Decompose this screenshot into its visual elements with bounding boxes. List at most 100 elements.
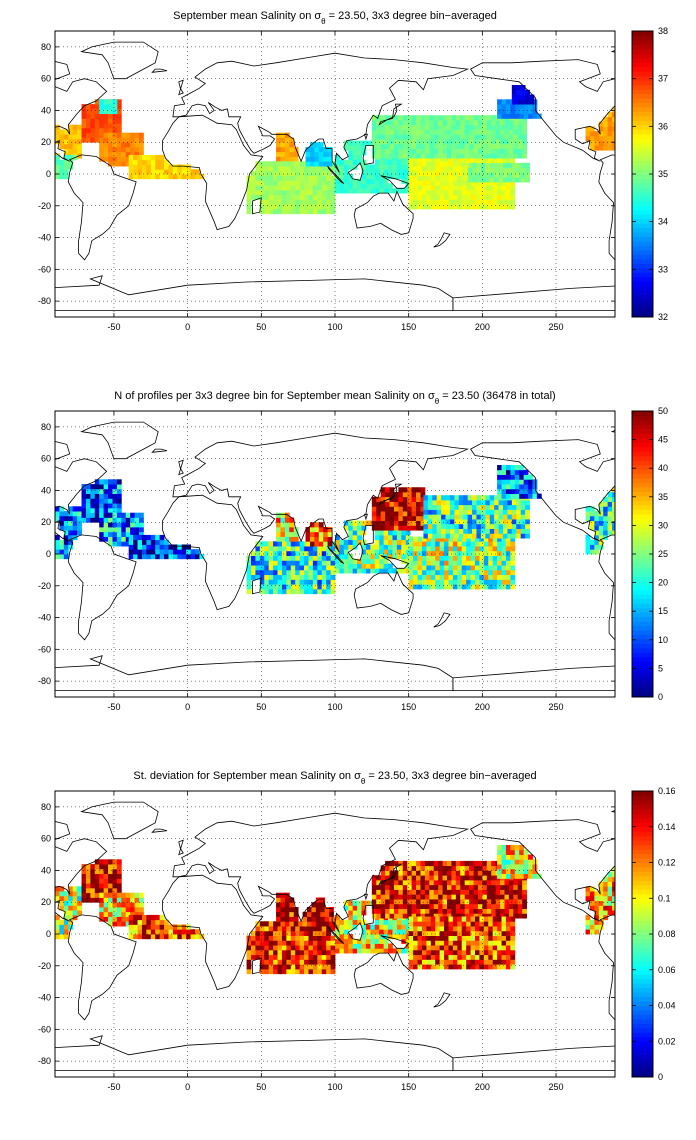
data-cell <box>505 574 511 580</box>
data-cell <box>460 139 466 145</box>
data-cell <box>284 536 290 542</box>
data-cell <box>436 509 442 515</box>
data-cell <box>255 550 261 556</box>
data-cell <box>108 498 113 504</box>
data-cell <box>448 166 454 172</box>
data-cell <box>308 170 314 176</box>
data-cell <box>594 929 600 935</box>
data-cell <box>589 135 595 142</box>
data-cell <box>281 180 287 186</box>
data-cell <box>477 143 483 149</box>
data-cell <box>121 526 127 533</box>
data-cell <box>491 129 497 135</box>
data-cell <box>438 129 443 135</box>
data-cell <box>420 139 426 145</box>
data-cell <box>295 208 301 215</box>
data-cell <box>427 533 433 539</box>
coastline <box>378 483 403 506</box>
data-cell <box>455 124 461 130</box>
coastline <box>151 68 168 73</box>
data-cell <box>330 964 336 970</box>
data-cell <box>289 517 295 523</box>
data-cell <box>277 185 283 191</box>
data-cell <box>264 161 270 167</box>
data-cell <box>438 115 443 121</box>
data-cell <box>430 921 436 927</box>
data-cell <box>81 887 87 894</box>
colorbar-segment <box>632 1023 653 1029</box>
data-cell <box>402 879 408 886</box>
data-cell <box>268 959 274 965</box>
coastline <box>452 1045 615 1071</box>
data-cell <box>442 894 448 900</box>
data-cell <box>299 199 305 205</box>
data-cell <box>371 148 377 154</box>
data-cell <box>389 119 395 126</box>
data-cell <box>510 574 516 580</box>
colorbar-segment <box>632 254 653 260</box>
data-cell <box>505 579 511 585</box>
data-cell <box>436 514 442 520</box>
data-cell <box>392 539 398 545</box>
data-cell <box>321 968 327 975</box>
data-cell <box>396 934 402 940</box>
data-cell <box>417 170 423 176</box>
data-cell <box>352 534 358 541</box>
y-tick-label: 40 <box>41 865 51 875</box>
data-cell <box>259 166 265 172</box>
data-cell <box>426 945 432 951</box>
data-cell <box>467 167 473 173</box>
data-cell <box>392 934 398 940</box>
data-cell <box>407 908 413 914</box>
data-cell <box>365 563 371 569</box>
data-cell <box>532 859 538 865</box>
data-cell <box>482 875 488 881</box>
data-cell <box>108 868 113 875</box>
data-cell <box>81 868 87 875</box>
data-cell <box>137 534 143 541</box>
data-cell <box>77 895 82 902</box>
data-cell <box>352 924 358 930</box>
x-tick-label: -50 <box>107 322 120 332</box>
data-cell <box>383 938 389 944</box>
data-cell <box>507 172 513 178</box>
data-cell <box>393 506 399 512</box>
data-cell <box>295 161 301 167</box>
data-cell <box>357 943 362 949</box>
data-cell <box>460 860 466 867</box>
data-cell <box>396 549 402 555</box>
data-cell <box>430 959 436 965</box>
data-cell <box>376 889 382 895</box>
data-cell <box>407 894 413 900</box>
data-cell <box>141 169 147 175</box>
colorbar-segment <box>632 527 653 533</box>
data-cell <box>485 523 491 529</box>
data-cell <box>398 525 404 531</box>
data-cell <box>376 875 382 881</box>
data-cell <box>455 148 461 154</box>
data-cell <box>430 569 436 576</box>
data-cell <box>448 935 454 941</box>
data-cell <box>284 911 290 917</box>
data-cell <box>380 492 386 498</box>
data-cell <box>317 546 323 552</box>
data-cell <box>273 964 278 970</box>
data-cell <box>374 929 380 935</box>
data-cell <box>392 169 398 175</box>
data-cell <box>444 584 449 590</box>
data-cell <box>330 560 336 566</box>
data-cell <box>380 525 386 531</box>
data-cell <box>121 911 127 917</box>
data-cell <box>447 148 452 154</box>
data-cell <box>385 139 390 145</box>
x-tick-label: 0 <box>185 702 190 712</box>
data-cell <box>55 129 60 135</box>
data-cell <box>352 164 358 170</box>
data-cell <box>308 945 314 951</box>
data-cell <box>116 142 122 148</box>
data-cell <box>510 493 516 499</box>
colorbar-tick-label: 45 <box>658 435 668 445</box>
data-cell <box>125 156 131 162</box>
data-cell <box>451 903 457 909</box>
data-cell <box>469 143 474 149</box>
